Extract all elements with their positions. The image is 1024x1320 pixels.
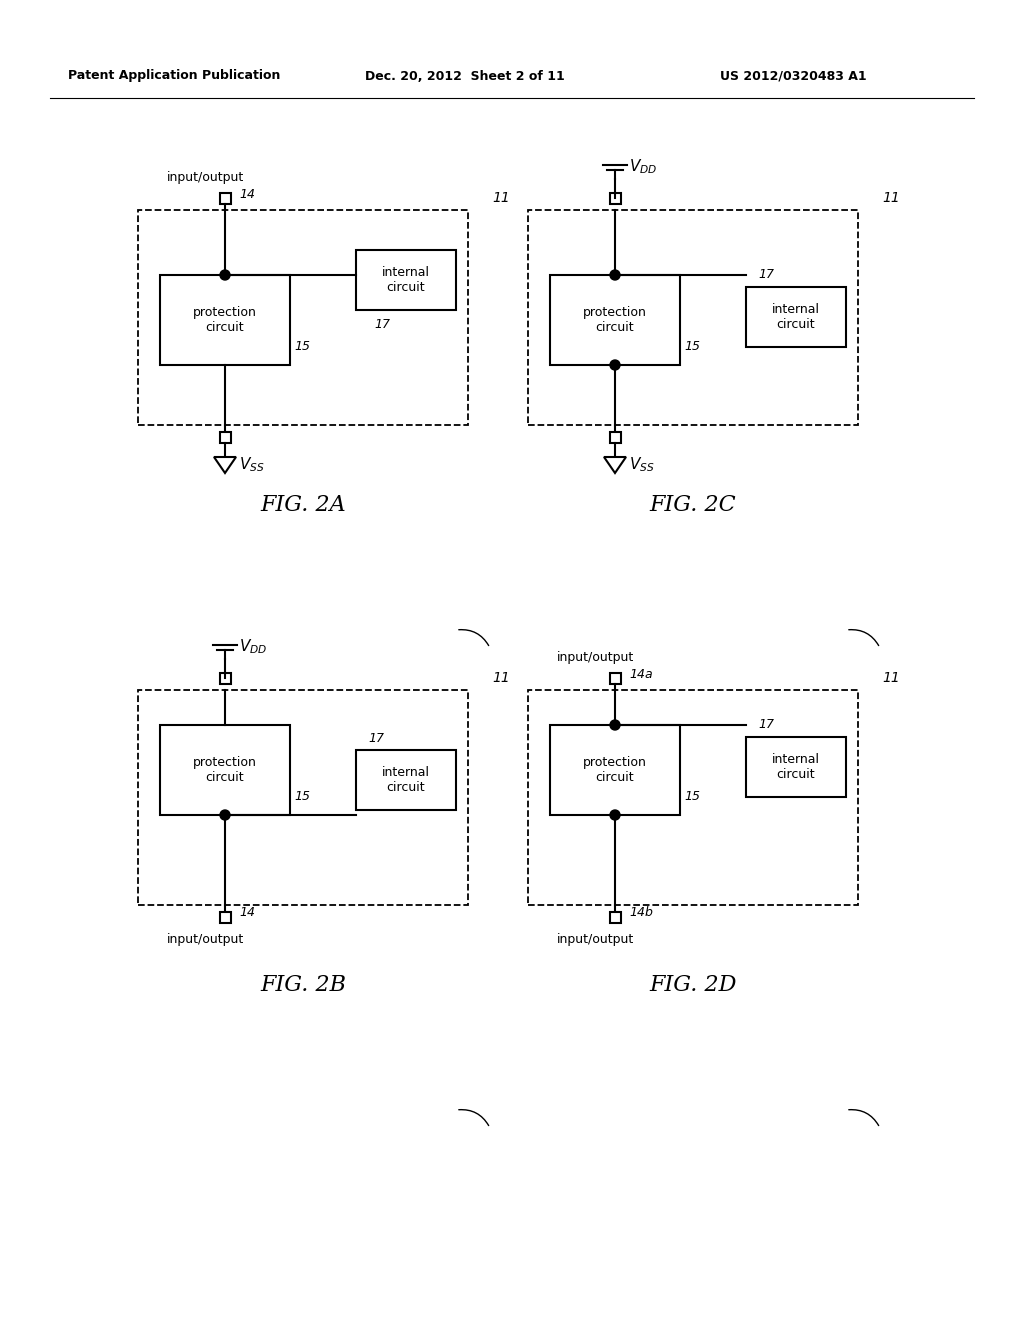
Text: 11: 11 [882,191,900,205]
Circle shape [610,719,620,730]
Text: $V_{SS}$: $V_{SS}$ [239,455,264,474]
Text: 15: 15 [294,791,310,804]
Bar [609,193,621,203]
Text: Patent Application Publication: Patent Application Publication [68,70,281,82]
Bar [219,193,230,203]
Text: 17: 17 [758,268,774,281]
Polygon shape [214,457,236,473]
Circle shape [610,360,620,370]
Bar [609,432,621,442]
Text: 14: 14 [239,187,255,201]
Bar [160,725,290,814]
Bar [160,275,290,366]
Bar [219,672,230,684]
Text: $V_{SS}$: $V_{SS}$ [629,455,654,474]
Circle shape [220,810,230,820]
Bar [550,725,680,814]
Bar [528,210,858,425]
Text: FIG. 2C: FIG. 2C [649,494,736,516]
Text: protection
circuit: protection circuit [583,756,647,784]
Text: protection
circuit: protection circuit [194,306,257,334]
Text: FIG. 2D: FIG. 2D [649,974,736,997]
Text: 15: 15 [294,341,310,354]
Text: internal
circuit: internal circuit [772,304,820,331]
Text: 17: 17 [374,318,390,330]
Bar [746,737,846,797]
Text: 11: 11 [882,671,900,685]
Text: input/output: input/output [557,652,634,664]
Bar [356,750,456,810]
Bar [550,275,680,366]
Bar [219,912,230,923]
Bar [528,690,858,906]
Text: 11: 11 [492,191,510,205]
Text: 17: 17 [368,731,384,744]
Text: 15: 15 [684,341,700,354]
Polygon shape [604,457,626,473]
Text: 14b: 14b [629,907,653,920]
Text: 14a: 14a [629,668,652,681]
Text: internal
circuit: internal circuit [772,752,820,781]
Text: protection
circuit: protection circuit [194,756,257,784]
Text: Dec. 20, 2012  Sheet 2 of 11: Dec. 20, 2012 Sheet 2 of 11 [365,70,565,82]
Text: $V_{DD}$: $V_{DD}$ [629,157,657,177]
Bar [356,249,456,310]
Text: input/output: input/output [167,172,245,185]
Text: 17: 17 [758,718,774,731]
Bar [138,210,468,425]
Text: input/output: input/output [557,932,634,945]
Text: US 2012/0320483 A1: US 2012/0320483 A1 [720,70,866,82]
Text: 14: 14 [239,907,255,920]
Text: internal
circuit: internal circuit [382,766,430,795]
Bar [609,672,621,684]
Circle shape [610,810,620,820]
Bar [138,690,468,906]
Text: 11: 11 [492,671,510,685]
Text: FIG. 2A: FIG. 2A [260,494,346,516]
Text: input/output: input/output [167,932,245,945]
Bar [609,912,621,923]
Circle shape [610,271,620,280]
Text: 15: 15 [684,791,700,804]
Bar [219,432,230,442]
Text: internal
circuit: internal circuit [382,267,430,294]
Text: FIG. 2B: FIG. 2B [260,974,346,997]
Circle shape [220,271,230,280]
Bar [746,286,846,347]
Text: protection
circuit: protection circuit [583,306,647,334]
Text: $V_{DD}$: $V_{DD}$ [239,638,267,656]
